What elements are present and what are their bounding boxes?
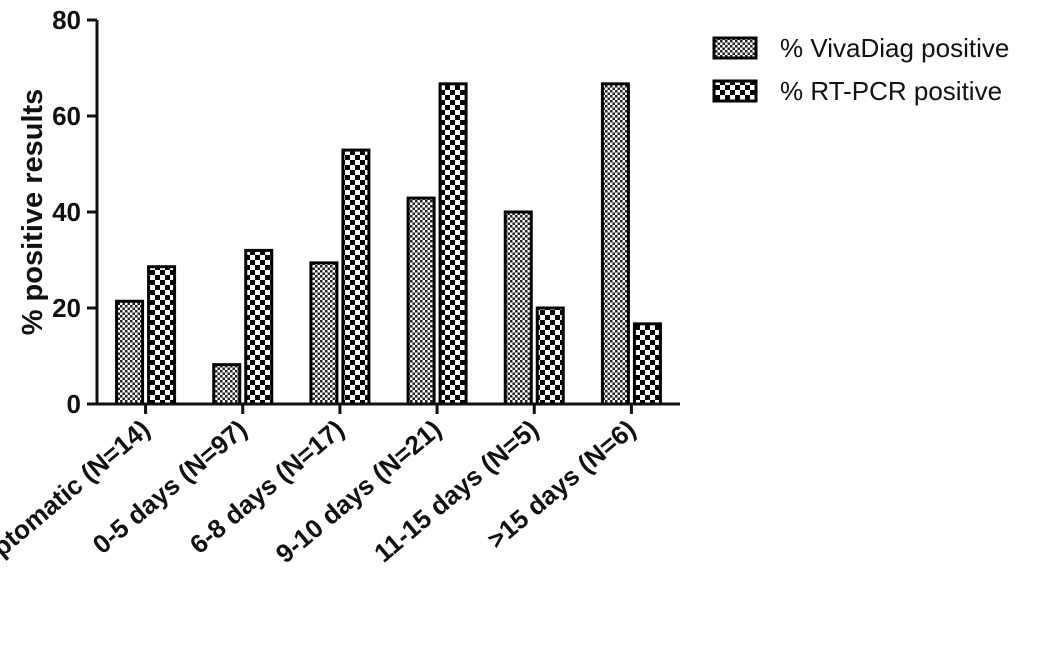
legend-item-vivadiag: % VivaDiag positive (712, 33, 1009, 63)
y-tick-label: 60 (52, 101, 81, 131)
bar-vivadiag-5 (600, 82, 630, 406)
bar-rtpcr-3 (438, 82, 468, 406)
x-tick-label: 9-10 days (N=21) (270, 414, 447, 569)
y-tick-label: 40 (52, 197, 81, 227)
bar-rtpcr-0 (147, 265, 177, 406)
bar-vivadiag-3 (406, 196, 436, 406)
y-tick-label: 0 (67, 389, 81, 419)
bar-vivadiag-2 (309, 261, 339, 406)
y-ticks-group: 0 20 40 60 80 (52, 5, 97, 419)
plot-area: 0 20 40 60 80 Asymptomatic (N=14)0-5 days (N… (0, 5, 680, 608)
bar-rtpcr-5 (632, 322, 662, 406)
legend-label-rtpcr: % RT-PCR positive (780, 76, 1002, 106)
y-tick-label: 20 (52, 293, 81, 323)
bars-group (115, 82, 662, 406)
bar-vivadiag-4 (503, 210, 533, 406)
y-axis-title: % positive results (17, 89, 49, 336)
legend: % VivaDiag positive % RT-PCR positive (712, 33, 1009, 106)
x-ticks-group: Asymptomatic (N=14)0-5 days (N=97)6-8 da… (0, 404, 641, 608)
legend-swatch-rtpcr (712, 79, 758, 103)
bar-rtpcr-2 (341, 148, 371, 406)
x-tick-label: 11-15 days (N=5) (368, 414, 544, 568)
y-tick-label: 80 (52, 5, 81, 35)
legend-label-vivadiag: % VivaDiag positive (780, 33, 1009, 63)
bar-vivadiag-0 (115, 299, 145, 406)
legend-swatch-vivadiag (712, 36, 758, 60)
legend-item-rtpcr: % RT-PCR positive (712, 76, 1002, 106)
bar-rtpcr-4 (535, 306, 565, 406)
bar-rtpcr-1 (244, 248, 274, 406)
bar-vivadiag-1 (212, 363, 242, 406)
